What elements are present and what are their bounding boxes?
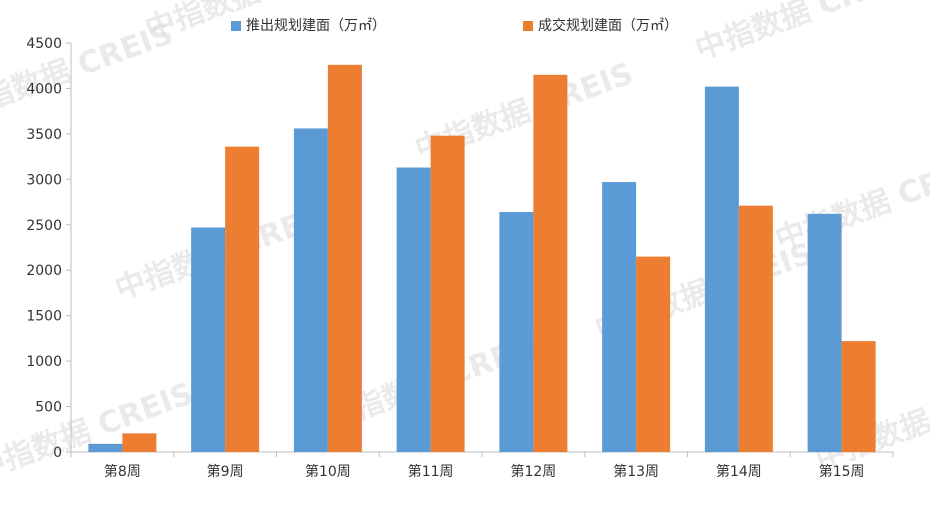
- bar-launched: [807, 213, 842, 452]
- bar-launched: [191, 227, 226, 452]
- watermark-text: 中指数据 CREIS: [0, 376, 198, 487]
- watermark-text: 中指数据 CREIS: [691, 0, 918, 68]
- bar-sold: [327, 64, 362, 453]
- bar-launched: [396, 167, 431, 453]
- bar-sold: [430, 135, 465, 452]
- legend-swatch-sold: [523, 21, 533, 31]
- bar-sold: [533, 74, 568, 453]
- bar-launched: [704, 86, 739, 453]
- bar-launched: [602, 182, 637, 452]
- y-tick-label: 500: [35, 400, 62, 416]
- x-tick-label: 第12周: [510, 463, 556, 480]
- legend-label-launched: 推出规划建面（万㎡）: [246, 18, 386, 34]
- bar-sold: [122, 433, 157, 452]
- y-tick-label: 2000: [26, 263, 62, 279]
- legend-swatch-launched: [231, 21, 241, 31]
- x-tick-label: 第11周: [408, 463, 454, 480]
- legend-label-sold: 成交规划建面（万㎡）: [538, 17, 678, 34]
- y-tick-label: 4000: [26, 81, 62, 97]
- x-tick-label: 第10周: [305, 463, 351, 480]
- y-tick-label: 2500: [26, 218, 62, 234]
- bar-sold: [841, 341, 876, 452]
- watermark-text: 中指数据 CREIS: [0, 16, 178, 127]
- x-tick-label: 第9周: [207, 463, 244, 480]
- bar-sold: [225, 146, 260, 452]
- x-tick-label: 第8周: [104, 463, 141, 480]
- bar-sold: [636, 256, 671, 452]
- bar-sold: [738, 205, 773, 452]
- watermark-layer: 中指数据 CREIS 中指数据 CREIS 中指数据 CREIS 中指数据 CREIS…: [0, 0, 930, 488]
- y-tick-label: 1000: [26, 354, 62, 370]
- y-tick-label: 0: [53, 445, 62, 461]
- bar-launched: [88, 443, 123, 452]
- y-tick-label: 1500: [26, 309, 62, 325]
- bar-launched: [499, 212, 534, 452]
- x-tick-label: 第15周: [819, 463, 865, 480]
- y-axis-ticks: 0 500 1000 1500 2000 2500 3000 3500 4000 4500: [26, 36, 71, 461]
- x-tick-label: 第13周: [613, 463, 659, 480]
- y-tick-label: 3500: [26, 127, 62, 143]
- watermark-text: 中指数据 CREIS: [771, 146, 930, 257]
- x-axis-ticks: 第8周 第9周 第10周 第11周 第12周 第13周 第14周 第15周: [70, 452, 894, 480]
- bar-launched: [293, 128, 328, 453]
- x-tick-label: 第14周: [716, 463, 762, 480]
- y-tick-label: 3000: [26, 172, 62, 188]
- bars: [88, 64, 876, 453]
- y-tick-label: 4500: [26, 36, 62, 52]
- legend: 推出规划建面（万㎡） 成交规划建面（万㎡）: [231, 17, 678, 34]
